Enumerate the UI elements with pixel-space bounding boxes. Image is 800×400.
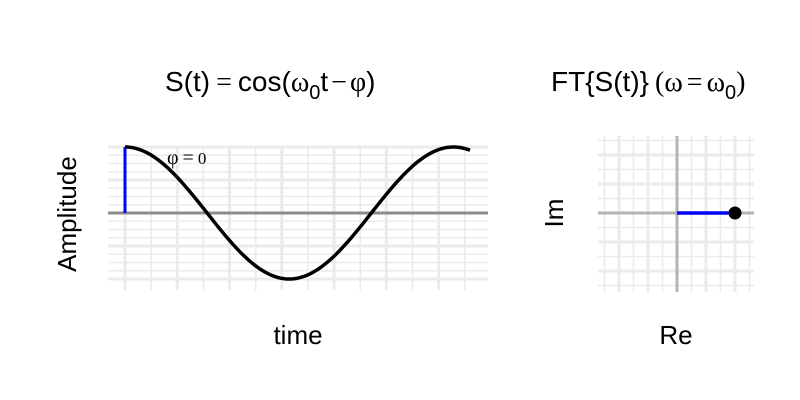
right-title: FT{S(t)} (ω = ω0): [551, 66, 745, 104]
right-panel: FT{S(t)} (ω = ω0) Re Im: [539, 66, 754, 350]
right-y-label: Im: [539, 199, 569, 228]
cosine-curve: [124, 145, 471, 281]
left-y-label: Amplitude: [52, 156, 82, 272]
right-x-label: Re: [659, 320, 692, 350]
phase-annotation: φ = 0: [167, 147, 206, 169]
left-title: S(t) = cos(ω0t − φ): [165, 66, 375, 104]
left-x-label: time: [273, 320, 322, 350]
left-panel: S(t) = cos(ω0t − φ) φ = 0 time Amplitude: [52, 66, 488, 350]
ft-point: [728, 206, 742, 220]
